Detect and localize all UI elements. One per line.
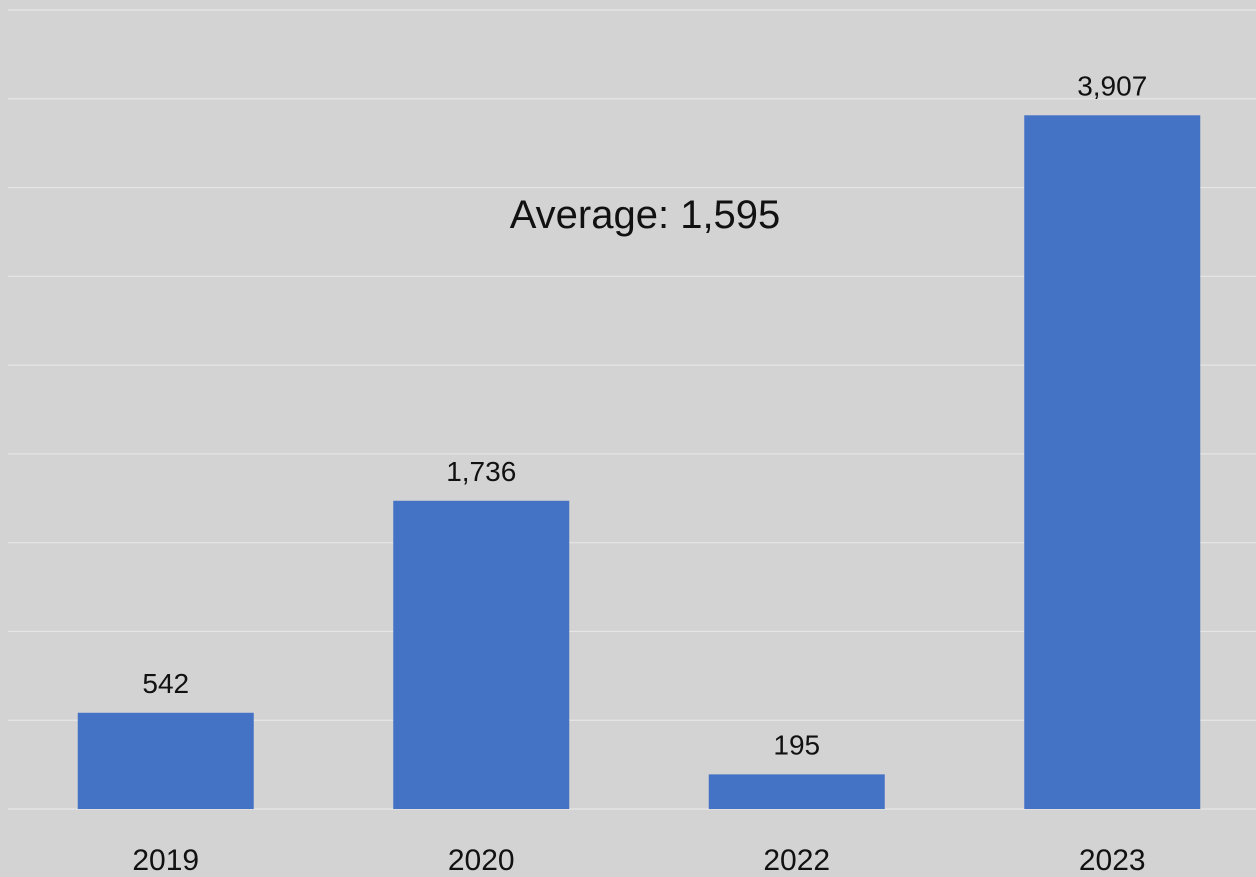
x-tick-label-2020: 2020 (448, 844, 515, 877)
data-label-2023: 3,907 (1077, 70, 1147, 101)
bar-2022 (708, 774, 885, 809)
bar-2020 (393, 500, 570, 809)
x-axis-tick-labels: 2019 2020 2022 2023 (132, 844, 1145, 877)
bar-2023 (1024, 115, 1201, 809)
data-label-2019: 542 (142, 668, 189, 699)
bars (77, 115, 1201, 809)
data-label-2020: 1,736 (446, 456, 516, 487)
data-labels: 542 1,736 195 3,907 (142, 70, 1147, 760)
x-tick-label-2019: 2019 (132, 844, 199, 877)
x-tick-label-2022: 2022 (763, 844, 830, 877)
data-label-2022: 195 (773, 729, 820, 760)
bar-2019 (77, 712, 254, 809)
x-tick-label-2023: 2023 (1079, 844, 1146, 877)
average-annotation: Average: 1,595 (510, 193, 781, 237)
